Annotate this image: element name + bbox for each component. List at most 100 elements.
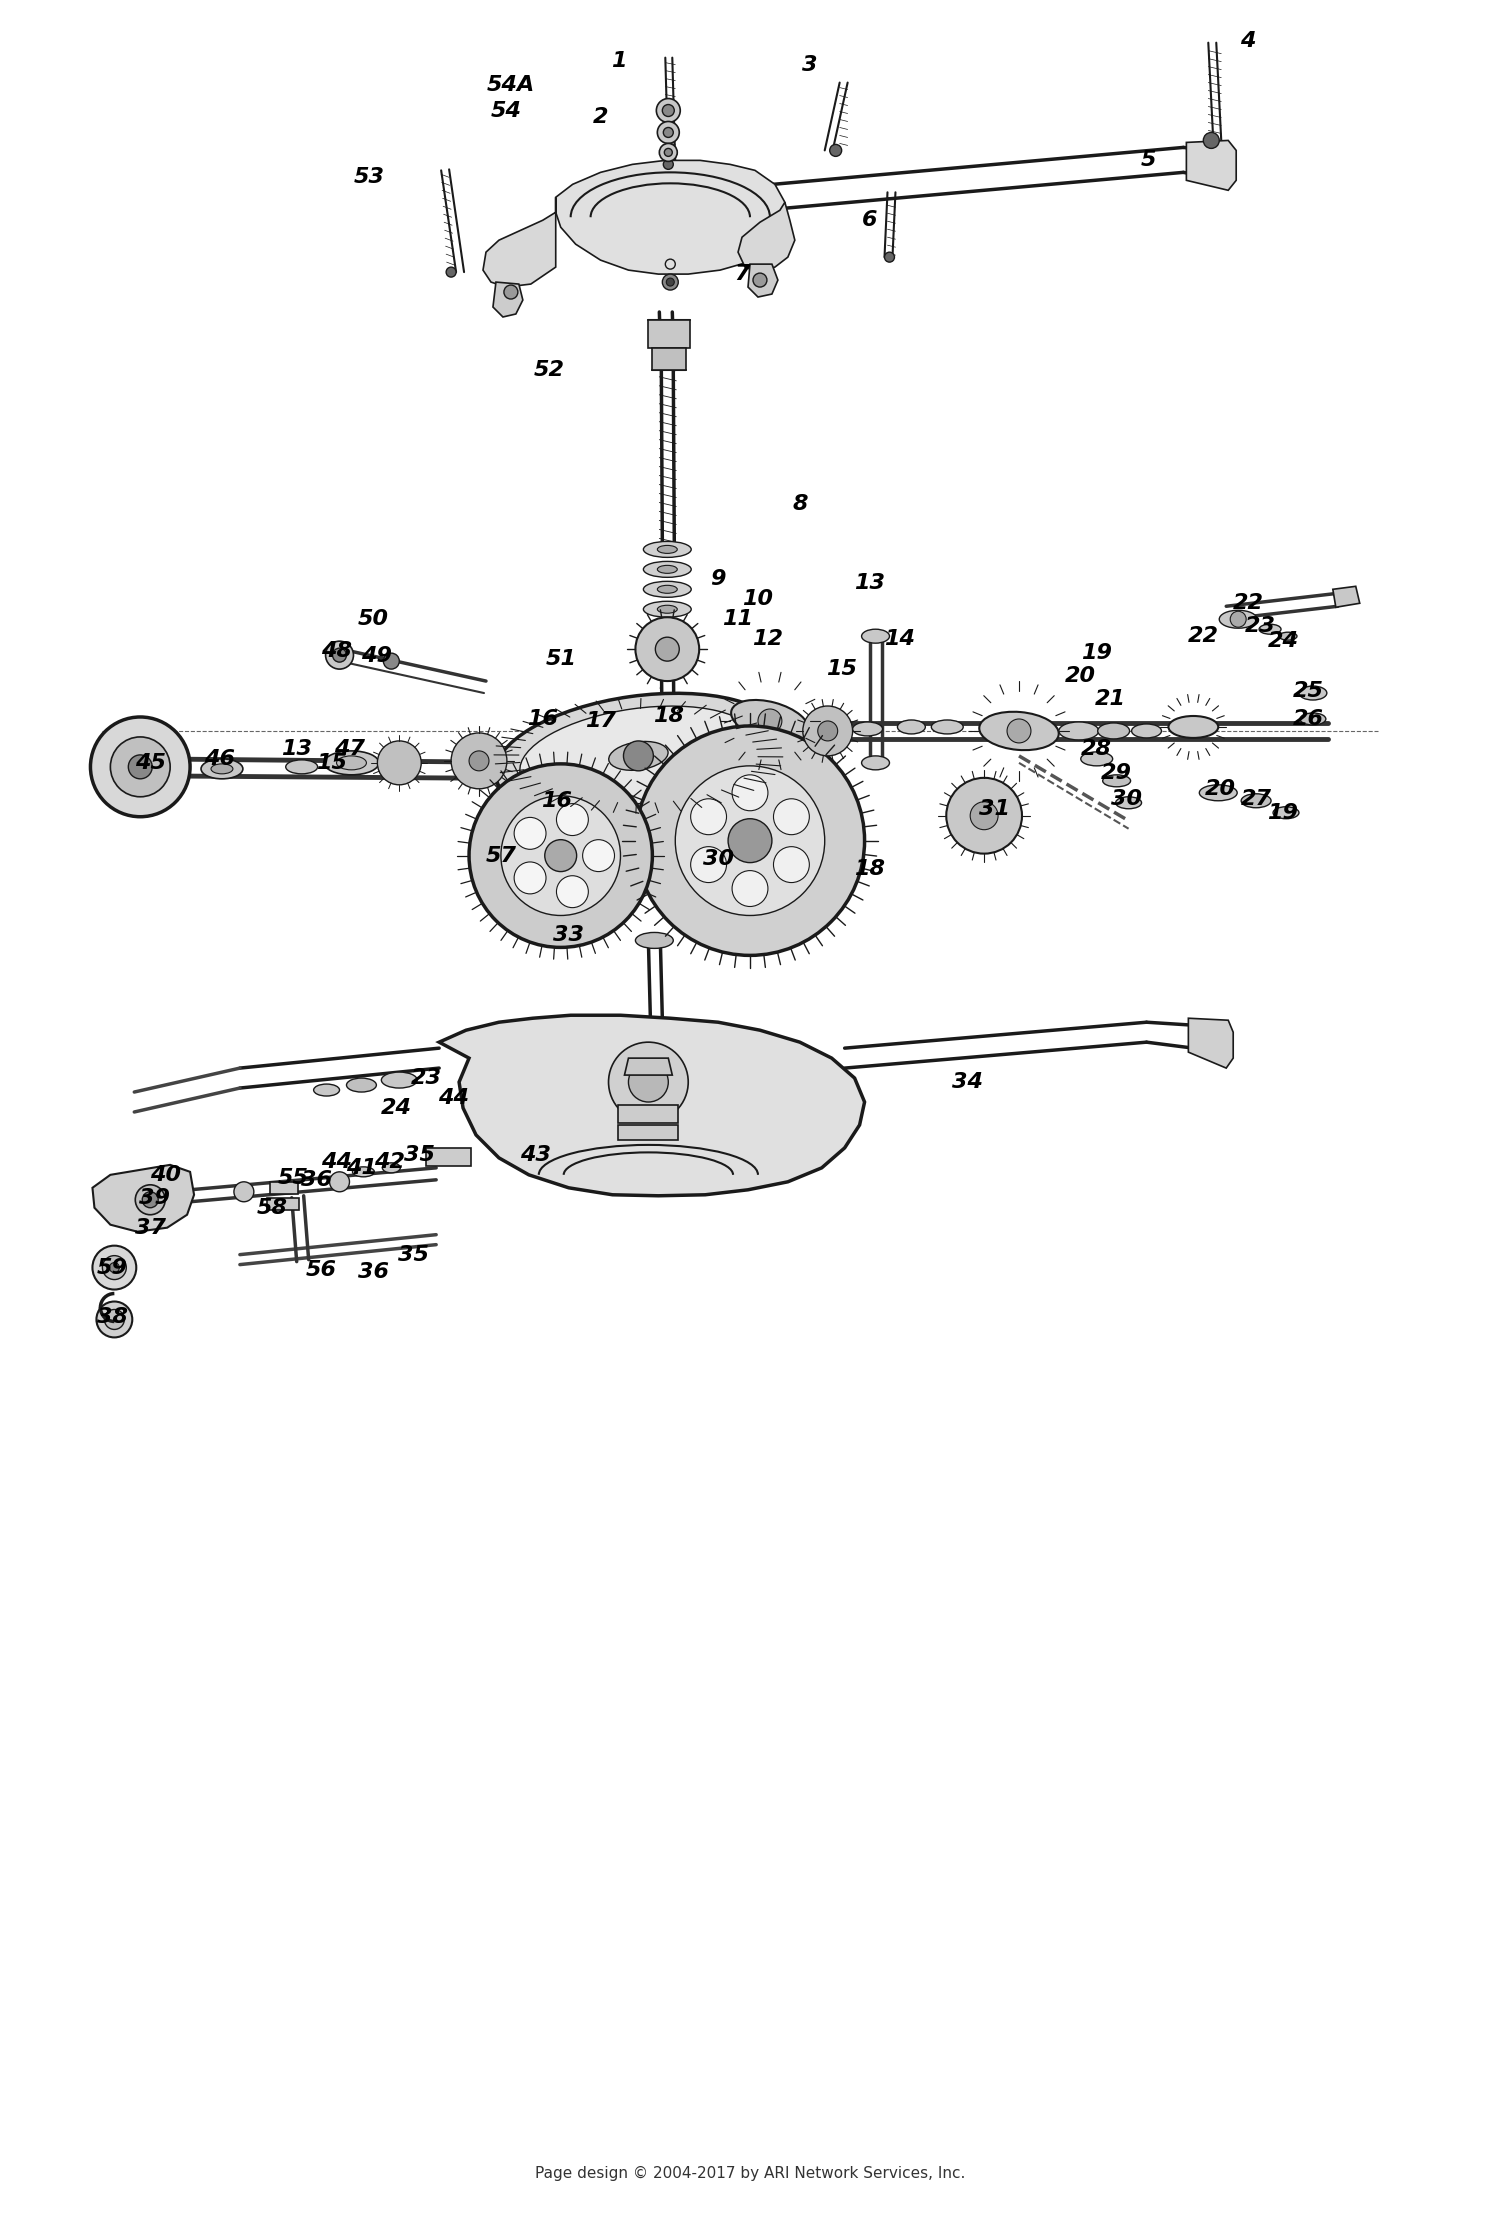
Polygon shape <box>624 1058 672 1076</box>
Circle shape <box>514 817 546 850</box>
Text: 18: 18 <box>652 706 684 726</box>
Text: 26: 26 <box>1293 708 1323 728</box>
Circle shape <box>753 272 766 288</box>
Circle shape <box>142 1191 158 1209</box>
Ellipse shape <box>324 751 380 775</box>
Text: 15: 15 <box>316 753 346 773</box>
Polygon shape <box>494 281 524 317</box>
Circle shape <box>556 804 588 835</box>
Text: 4: 4 <box>1240 31 1256 51</box>
Ellipse shape <box>657 565 678 573</box>
Text: 44: 44 <box>321 1151 352 1171</box>
Polygon shape <box>1188 1018 1233 1067</box>
Circle shape <box>663 104 675 117</box>
Polygon shape <box>1334 587 1359 607</box>
Circle shape <box>333 649 346 662</box>
Circle shape <box>378 742 422 784</box>
Circle shape <box>666 279 675 286</box>
Polygon shape <box>555 159 784 275</box>
Circle shape <box>504 286 518 299</box>
Ellipse shape <box>211 764 232 775</box>
Text: 35: 35 <box>404 1145 435 1165</box>
Text: 22: 22 <box>1188 627 1219 646</box>
Ellipse shape <box>1280 633 1298 640</box>
Bar <box>267 1198 298 1209</box>
Text: 15: 15 <box>827 660 856 680</box>
Ellipse shape <box>657 545 678 554</box>
Text: 19: 19 <box>1268 804 1299 824</box>
Text: 43: 43 <box>520 1145 552 1165</box>
Text: 11: 11 <box>723 609 753 629</box>
Bar <box>652 348 686 370</box>
Ellipse shape <box>381 1072 417 1087</box>
Ellipse shape <box>201 759 243 779</box>
Text: 8: 8 <box>792 494 807 514</box>
Text: 12: 12 <box>753 629 783 649</box>
Text: 19: 19 <box>1082 642 1112 664</box>
Text: 37: 37 <box>135 1218 165 1238</box>
Circle shape <box>663 128 674 137</box>
Polygon shape <box>440 1016 864 1196</box>
Circle shape <box>774 799 810 835</box>
Circle shape <box>636 726 864 956</box>
Text: 20: 20 <box>1065 666 1096 686</box>
Ellipse shape <box>897 720 926 733</box>
Text: 59: 59 <box>98 1258 128 1277</box>
Ellipse shape <box>609 742 668 770</box>
Circle shape <box>330 1171 350 1191</box>
Text: 1: 1 <box>610 51 626 71</box>
Text: 24: 24 <box>381 1098 412 1118</box>
Ellipse shape <box>1300 713 1326 724</box>
Ellipse shape <box>382 1162 400 1173</box>
Text: 48: 48 <box>321 642 352 662</box>
Text: 42: 42 <box>374 1151 405 1171</box>
Circle shape <box>830 144 842 157</box>
Text: 21: 21 <box>1095 689 1126 708</box>
Bar <box>618 1105 678 1122</box>
Circle shape <box>105 1308 125 1328</box>
Text: 10: 10 <box>742 589 774 609</box>
Text: 30: 30 <box>1112 788 1142 808</box>
Circle shape <box>818 722 837 742</box>
Text: 40: 40 <box>150 1165 180 1184</box>
Circle shape <box>660 144 678 162</box>
Text: 45: 45 <box>135 753 165 773</box>
Circle shape <box>657 122 680 144</box>
Ellipse shape <box>352 1167 375 1178</box>
Circle shape <box>501 795 621 914</box>
Circle shape <box>802 706 852 755</box>
Circle shape <box>636 618 699 682</box>
Text: 9: 9 <box>711 569 726 589</box>
Bar <box>426 1147 471 1167</box>
Ellipse shape <box>495 693 782 819</box>
Text: 57: 57 <box>486 846 516 866</box>
Bar <box>270 1182 297 1193</box>
Text: 34: 34 <box>951 1072 982 1092</box>
Text: 47: 47 <box>334 739 364 759</box>
Ellipse shape <box>644 602 692 618</box>
Text: 54A: 54A <box>488 75 536 95</box>
Circle shape <box>384 653 399 669</box>
Circle shape <box>582 839 615 872</box>
Ellipse shape <box>1200 784 1237 801</box>
Ellipse shape <box>1220 611 1257 629</box>
Text: 14: 14 <box>884 629 915 649</box>
Circle shape <box>758 708 782 733</box>
Text: 52: 52 <box>532 361 564 381</box>
Polygon shape <box>738 201 795 272</box>
Text: 55: 55 <box>278 1167 309 1189</box>
Text: 24: 24 <box>1268 631 1299 651</box>
Text: 5: 5 <box>1142 151 1156 170</box>
Circle shape <box>96 1302 132 1337</box>
Text: 36: 36 <box>302 1169 332 1189</box>
Polygon shape <box>93 1165 194 1231</box>
Text: 25: 25 <box>1293 682 1323 702</box>
Circle shape <box>326 642 354 669</box>
Circle shape <box>663 275 678 290</box>
Circle shape <box>774 846 810 883</box>
Ellipse shape <box>980 711 1059 751</box>
Ellipse shape <box>346 1078 376 1092</box>
Circle shape <box>946 777 1022 855</box>
Text: 33: 33 <box>554 925 584 945</box>
Text: Page design © 2004-2017 by ARI Network Services, Inc.: Page design © 2004-2017 by ARI Network S… <box>536 2165 964 2181</box>
